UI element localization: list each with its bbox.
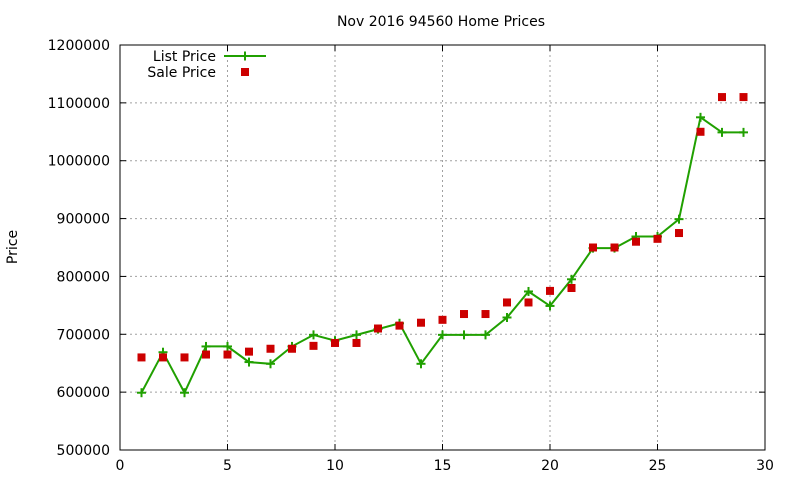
- axes: [119, 44, 766, 451]
- x-tick-label: 10: [326, 458, 344, 474]
- sale-price-point: [180, 353, 189, 362]
- legend-label: List Price: [153, 49, 216, 65]
- list-price-point: [502, 313, 512, 323]
- sale-price-point: [503, 298, 511, 307]
- sale-price-point: [546, 286, 554, 295]
- list-price-point: [438, 330, 447, 340]
- y-tick-label: 600000: [57, 385, 110, 401]
- x-tick-label: 15: [434, 458, 452, 474]
- sale-price-point: [309, 341, 318, 350]
- sale-price-point: [739, 93, 748, 102]
- legend-label: Sale Price: [147, 65, 216, 81]
- y-tick-label: 1000000: [48, 154, 110, 170]
- list-price-point: [244, 357, 254, 367]
- x-tick-label: 25: [649, 458, 667, 474]
- chart-title: Nov 2016 94560 Home Prices: [337, 14, 545, 30]
- sale-price-point: [417, 318, 425, 327]
- list-price-point: [201, 341, 211, 351]
- sale-price-point: [567, 284, 576, 292]
- y-axis-label: Price: [5, 230, 21, 264]
- list-price-point: [545, 301, 555, 311]
- sale-price-point: [395, 321, 404, 330]
- y-tick-label: 500000: [57, 443, 110, 459]
- sale-price-point: [159, 353, 167, 362]
- sale-price-point: [331, 338, 339, 347]
- list-price-point: [567, 274, 576, 284]
- sale-price-point: [223, 350, 232, 359]
- sale-price-point: [675, 229, 683, 238]
- list-price-point: [180, 388, 189, 398]
- sale-price-point: [137, 353, 146, 362]
- list-price-point: [459, 330, 469, 340]
- sale-price-point: [481, 310, 490, 319]
- y-tick-label: 900000: [57, 212, 110, 228]
- list-price-point: [481, 330, 490, 340]
- list-price-point: [674, 214, 684, 224]
- sale-price-point: [374, 324, 382, 333]
- y-tick-label: 800000: [57, 269, 110, 285]
- y-tick-label: 1100000: [48, 96, 110, 112]
- list-price-point: [416, 359, 426, 369]
- list-price-point: [309, 330, 318, 340]
- list-price-point: [696, 112, 705, 122]
- sale-price-point: [610, 243, 619, 252]
- sale-price-point: [438, 315, 447, 324]
- sale-price-point: [460, 310, 468, 319]
- y-tick-label: 1200000: [48, 38, 110, 54]
- list-price-point: [524, 286, 533, 296]
- sale-price-point: [202, 350, 210, 359]
- sale-price-point: [632, 237, 640, 246]
- x-tick-label: 0: [116, 458, 125, 474]
- sale-price-point: [245, 347, 253, 356]
- sale-price-point: [653, 234, 662, 243]
- x-tick-label: 30: [756, 458, 774, 474]
- sale-price-point: [288, 344, 296, 353]
- sale-price-point: [524, 298, 533, 307]
- x-tick-label: 5: [223, 458, 232, 474]
- tick-labels: 0 5 10 15 20 25 30 500000 600000 700000 800000 9000…: [48, 38, 774, 474]
- y-tick-label: 700000: [57, 327, 110, 343]
- list-price-point: [717, 127, 727, 137]
- list-price-point: [739, 127, 748, 137]
- legend-sample-square: [241, 68, 249, 76]
- sale-price-point: [718, 93, 726, 102]
- sale-price-point: [589, 243, 597, 252]
- sale-price-point: [266, 344, 275, 353]
- x-tick-label: 20: [541, 458, 559, 474]
- sale-price-point: [696, 127, 705, 136]
- list-price-point: [266, 359, 275, 369]
- list-price-point: [137, 388, 146, 398]
- list-price-point: [223, 341, 232, 351]
- list-price-point: [352, 330, 361, 340]
- plot-area: [137, 93, 748, 398]
- sale-price-point: [352, 338, 361, 347]
